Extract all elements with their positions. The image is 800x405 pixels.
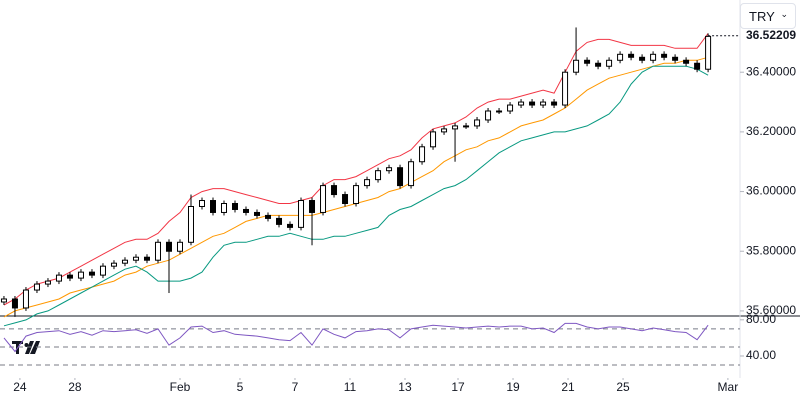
candle-body — [331, 185, 338, 196]
candle-body — [441, 128, 448, 133]
candle-body — [628, 53, 635, 58]
candle-body — [55, 274, 62, 282]
candle-body — [364, 179, 371, 187]
x-tick-label: 11 — [344, 380, 357, 394]
chevron: ⌄ — [780, 9, 788, 19]
x-tick-label: 19 — [506, 380, 520, 394]
x-tick-label: 21 — [561, 380, 575, 394]
candle-body — [419, 146, 426, 163]
candle-body — [198, 200, 205, 207]
x-tick-label: 25 — [616, 380, 630, 394]
candle-body — [375, 170, 382, 181]
candle-body — [397, 167, 404, 187]
rsi-y-tick-label: 40.00 — [746, 348, 776, 362]
currency-label: TRY — [749, 8, 775, 24]
candle-body — [617, 53, 624, 61]
candle-body — [33, 283, 40, 291]
candle-body — [187, 205, 194, 243]
currency-selector[interactable]: TRY ⌄ — [740, 3, 796, 29]
x-tick-label: 7 — [292, 380, 299, 394]
rsi-line — [3, 322, 709, 353]
candle-body — [77, 271, 84, 279]
y-tick-label: 35.80000 — [746, 243, 796, 257]
candle-body — [650, 53, 657, 61]
candle-body — [132, 256, 139, 261]
candle-body — [254, 211, 261, 216]
tradingview-logo — [12, 341, 40, 354]
x-tick-label: Mar — [718, 380, 739, 394]
candle-body — [430, 131, 437, 148]
candle-body — [232, 203, 239, 210]
last-price-label: 36.52209 — [746, 28, 796, 42]
y-tick-label: 36.20000 — [746, 124, 796, 138]
candle-body — [154, 241, 161, 261]
candle-body — [165, 241, 172, 252]
candle-body — [551, 101, 558, 106]
y-tick-label: 36.00000 — [746, 184, 796, 198]
x-tick-label: 17 — [451, 380, 465, 394]
candle-body — [452, 125, 459, 130]
candle-body — [606, 59, 613, 67]
candle-body — [518, 101, 525, 106]
candle-body — [243, 208, 250, 213]
candle-body — [463, 125, 470, 128]
candle-body — [44, 280, 51, 285]
candle-body — [485, 110, 492, 121]
candle-body — [176, 241, 183, 252]
rsi-y-tick-label: 80.00 — [746, 312, 776, 326]
candle-body — [221, 203, 228, 213]
candle-body — [705, 35, 712, 70]
candle-body — [276, 217, 283, 225]
candle-body — [99, 265, 106, 276]
candle-body — [573, 59, 580, 73]
candle-body — [121, 259, 128, 264]
candle-body — [309, 200, 316, 213]
candle-body — [0, 298, 7, 303]
candle-body — [287, 223, 294, 228]
candle-body — [342, 194, 349, 205]
candle-body — [595, 62, 602, 67]
candle-body — [110, 262, 117, 267]
candle-body — [265, 214, 272, 219]
candle-body — [529, 101, 536, 106]
candle-body — [320, 185, 327, 213]
candle-body — [298, 200, 305, 228]
x-tick-label: 5 — [237, 380, 244, 394]
candle-body — [408, 161, 415, 187]
candle-body — [353, 185, 360, 205]
candle-body — [386, 167, 393, 172]
candle-body — [66, 274, 73, 279]
candle-body — [22, 289, 29, 309]
candle-body — [683, 59, 690, 64]
candle-body — [562, 71, 569, 106]
band-line — [3, 33, 709, 306]
y-tick-label: 36.40000 — [746, 64, 796, 78]
candle-body — [672, 56, 679, 61]
x-tick-label: 24 — [13, 380, 27, 394]
x-tick-label: Feb — [170, 380, 191, 394]
candle-body — [540, 101, 547, 106]
band-line — [3, 65, 709, 327]
candle-body — [639, 56, 646, 61]
x-tick-label: 28 — [68, 380, 82, 394]
candle-body — [661, 53, 668, 58]
candle-body — [474, 119, 481, 127]
candle-body — [584, 59, 591, 64]
candle-body — [11, 298, 18, 309]
candle-body — [143, 256, 150, 261]
candle-body — [496, 110, 503, 113]
y-tick-label: 35.60000 — [746, 303, 796, 317]
candle-body — [88, 271, 95, 276]
x-tick-label: 13 — [398, 380, 412, 394]
candle-body — [694, 62, 701, 70]
candle-body — [507, 104, 514, 112]
candle-body — [210, 200, 217, 213]
